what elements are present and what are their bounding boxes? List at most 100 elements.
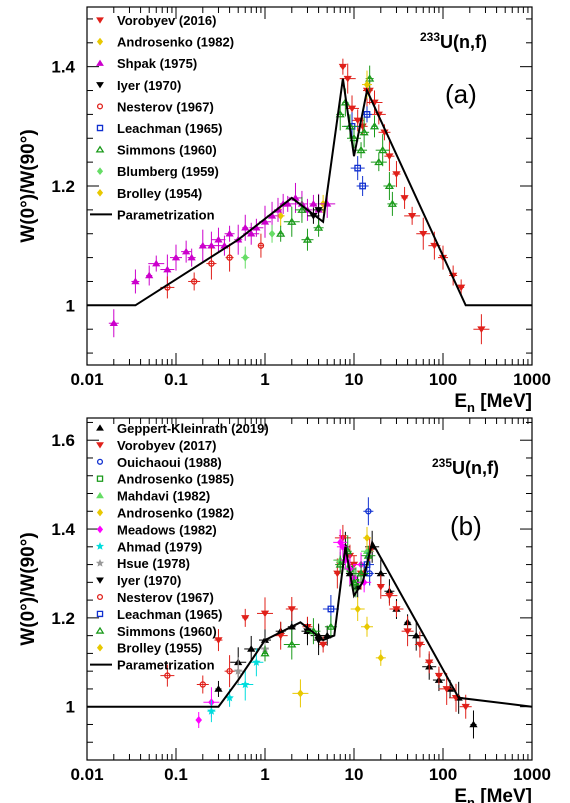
data-point <box>363 622 371 631</box>
data-point <box>233 666 243 675</box>
data-point <box>354 604 361 614</box>
data-point <box>347 105 357 113</box>
data-point <box>314 207 323 214</box>
data-point <box>214 637 223 644</box>
data-point <box>214 685 223 692</box>
data-point <box>384 181 394 190</box>
legend-entry: Parametrization <box>117 658 215 673</box>
legend-entry: Leachman (1965) <box>117 607 223 622</box>
data-point <box>352 578 360 586</box>
legend-marker <box>96 643 104 652</box>
data-point <box>319 641 328 649</box>
data-point <box>387 199 397 207</box>
legend-entry: Meadows (1982) <box>117 522 217 537</box>
legend-marker <box>95 542 105 550</box>
x-tick-label: 10 <box>345 370 364 389</box>
data-point <box>392 606 401 613</box>
data-point <box>354 164 362 172</box>
legend-marker <box>96 458 104 465</box>
data-point <box>461 703 470 711</box>
data-point <box>287 217 297 225</box>
legend-marker <box>96 82 104 89</box>
data-point <box>363 111 371 118</box>
data-point <box>260 610 270 618</box>
legend-marker <box>96 17 104 24</box>
legend-entry: Leachman (1965) <box>117 121 223 136</box>
x-tick-label: 10 <box>345 765 364 784</box>
data-point <box>247 645 256 652</box>
panel-label: (b) <box>450 511 482 541</box>
parametrization-line <box>87 539 533 708</box>
data-point <box>326 622 336 630</box>
legend-entry: Ouichaoui (1988) <box>117 455 222 470</box>
data-point <box>277 211 284 220</box>
legend-entry: Blumberg (1959) <box>117 164 219 179</box>
data-point <box>335 560 345 568</box>
data-point <box>152 259 161 267</box>
legend-entry: Vorobyev (2016) <box>117 13 216 28</box>
data-point <box>392 171 401 178</box>
data-point <box>109 319 118 327</box>
data-point <box>182 247 191 255</box>
data-point <box>336 538 344 547</box>
data-point <box>434 672 444 680</box>
data-point <box>297 689 304 698</box>
legend-marker <box>96 593 104 601</box>
data-point <box>163 265 172 273</box>
data-point <box>363 533 371 542</box>
legend-entry: Ahmad (1979) <box>117 539 202 554</box>
data-point <box>365 508 372 515</box>
x-tick-label: 100 <box>429 765 457 784</box>
data-point <box>376 583 385 591</box>
x-axis-title: En [MeV] <box>454 786 532 803</box>
legend-marker <box>96 59 104 66</box>
data-point <box>207 706 216 715</box>
data-point <box>356 569 366 577</box>
data-point <box>457 284 466 292</box>
data-point <box>356 145 366 154</box>
legend-marker <box>96 188 104 197</box>
data-point <box>327 605 335 613</box>
legend-entry: Mahdavi (1982) <box>117 489 210 504</box>
legend-marker <box>96 442 104 449</box>
legend-entry: Hsue (1978) <box>117 556 190 571</box>
data-point <box>353 117 362 125</box>
y-axis-title: W(0°)/W(90°) <box>18 532 39 645</box>
data-point <box>257 242 265 249</box>
chart-panel-1: 0.01 0.1 1 10 100 1000 1 1.2 1.4 En [MeV] W(0°)/W(… <box>18 6 551 415</box>
data-point <box>187 253 196 261</box>
data-point <box>226 667 233 675</box>
legend-marker <box>95 558 105 567</box>
chart-panel-2: 0.01 0.1 1 10 100 1000 1 1.2 1.4 1.6 En [MeV] W(0°)… <box>18 417 551 803</box>
x-tick-label: 1000 <box>513 765 551 784</box>
data-point <box>287 640 297 648</box>
data-point <box>385 592 394 600</box>
data-point <box>343 75 352 83</box>
data-point <box>242 253 249 262</box>
legend-marker <box>96 424 104 431</box>
data-point <box>260 217 270 225</box>
legend-entry: Nesterov (1967) <box>117 99 214 114</box>
legend-entry: Androsenko (1985) <box>117 472 234 487</box>
y-tick-label: 1.6 <box>51 431 75 450</box>
legend-marker <box>96 37 104 46</box>
data-point <box>268 229 276 238</box>
data-point <box>190 278 198 285</box>
data-point <box>365 74 375 82</box>
data-point <box>333 570 342 578</box>
legend-marker <box>95 145 105 153</box>
data-point <box>287 606 296 613</box>
legend-entry: Geppert-Kleinrath (2019) <box>117 421 269 436</box>
data-point <box>226 254 233 261</box>
y-tick-label: 1.4 <box>51 58 75 77</box>
data-point <box>208 260 215 267</box>
data-point <box>171 253 181 261</box>
data-point <box>374 157 384 166</box>
data-point <box>403 628 412 636</box>
legend-marker <box>96 491 104 499</box>
y-tick-label: 1 <box>66 698 75 717</box>
y-tick-label: 1.4 <box>51 520 75 539</box>
data-point <box>425 659 434 667</box>
x-tick-label: 1 <box>260 765 269 784</box>
reaction-label: 233U(n,f) <box>420 30 487 52</box>
